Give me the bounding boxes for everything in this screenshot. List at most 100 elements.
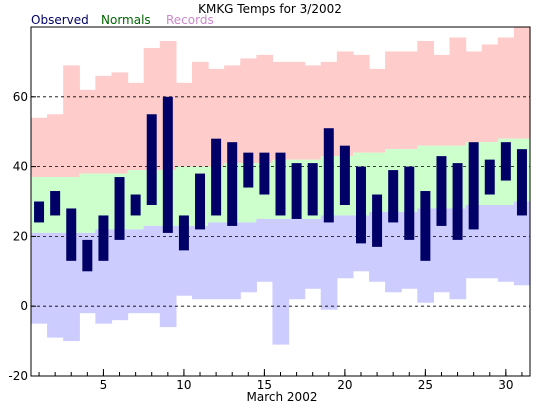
record-high-band-day-10	[175, 82, 193, 167]
record-low-band-day-6	[111, 229, 129, 321]
record-high-band-day-17	[288, 61, 306, 160]
record-high-band-day-22	[369, 68, 386, 153]
record-high-band-day-23	[385, 51, 402, 150]
record-high-band-day-1	[31, 117, 48, 178]
record-high-band-day-13	[224, 65, 241, 164]
record-high-band-day-15	[256, 54, 274, 164]
observed-bar-day-20	[339, 145, 350, 205]
record-low-band-day-2	[47, 232, 64, 338]
observed-bar-day-13	[227, 142, 238, 226]
record-low-band-day-7	[127, 229, 145, 314]
record-high-band-day-29	[481, 44, 499, 143]
y-tick-label--20: -20	[8, 369, 28, 383]
record-low-band-day-26	[433, 208, 451, 293]
record-high-band-day-28	[465, 51, 483, 143]
x-tick-label-20: 20	[337, 378, 352, 392]
record-high-band-day-6	[111, 72, 129, 174]
record-low-band-day-12	[208, 222, 225, 300]
record-high-band-day-5	[95, 75, 113, 174]
record-low-band-day-16	[272, 218, 290, 345]
observed-bar-day-4	[82, 239, 93, 272]
observed-bar-day-8	[146, 114, 157, 205]
observed-bar-day-29	[484, 159, 495, 195]
observed-bar-day-22	[372, 194, 383, 247]
record-high-band-day-24	[401, 51, 418, 150]
record-low-band-day-14	[240, 222, 257, 293]
record-low-band-day-31	[513, 201, 531, 286]
y-tick-label-60: 60	[13, 90, 28, 104]
x-tick-label-10: 10	[176, 378, 191, 392]
record-high-band-day-7	[127, 82, 145, 171]
y-tick-label-20: 20	[13, 229, 28, 243]
record-low-band-day-23	[385, 211, 402, 293]
record-high-band-day-31	[513, 27, 531, 139]
record-high-band-day-11	[191, 61, 209, 167]
record-low-band-day-17	[288, 218, 306, 300]
observed-bar-day-5	[98, 215, 109, 261]
observed-bar-day-24	[404, 166, 415, 240]
normal-band-day-4	[79, 173, 96, 233]
record-low-band-day-13	[224, 222, 241, 300]
observed-bar-day-23	[388, 170, 399, 223]
observed-bar-day-15	[259, 152, 270, 195]
x-tick-label-5: 5	[100, 378, 108, 392]
record-high-band-day-26	[433, 54, 451, 146]
record-high-band-day-14	[240, 58, 257, 164]
legend-observed: Observed	[31, 13, 89, 27]
record-low-band-day-9	[159, 225, 177, 328]
observed-bar-day-18	[307, 163, 318, 216]
observed-bar-day-1	[34, 201, 45, 223]
plot-area: -20 0 20 40 60 5 10 15 20 25 30	[8, 26, 531, 392]
x-tick-label-25: 25	[418, 378, 433, 392]
record-high-band-day-4	[79, 89, 96, 174]
observed-bar-day-27	[452, 163, 463, 240]
observed-bar-day-10	[178, 215, 189, 251]
legend: Observed Normals Records	[31, 13, 214, 27]
normal-band-day-10	[175, 166, 193, 226]
record-low-band-day-15	[256, 218, 274, 282]
chart-title: KMKG Temps for 3/2002	[198, 2, 342, 16]
observed-bar-day-6	[114, 177, 125, 240]
record-low-band-day-29	[481, 204, 499, 279]
record-low-band-day-30	[497, 204, 515, 282]
observed-bar-day-14	[243, 152, 254, 188]
record-high-band-day-30	[497, 37, 515, 139]
observed-bar-day-31	[516, 149, 527, 216]
record-low-band-day-1	[31, 232, 48, 324]
record-low-band-day-11	[191, 225, 209, 300]
observed-bar-day-2	[50, 191, 61, 216]
legend-records: Records	[166, 13, 214, 27]
x-axis-label: March 2002	[247, 390, 318, 404]
record-high-band-day-3	[63, 65, 80, 178]
normal-band-day-5	[95, 173, 113, 230]
observed-bar-day-16	[275, 152, 286, 216]
observed-bar-day-19	[323, 128, 334, 223]
observed-bar-day-30	[500, 142, 511, 181]
record-high-band-day-27	[449, 37, 467, 146]
observed-bar-day-28	[468, 142, 479, 230]
y-tick-label-40: 40	[13, 160, 28, 174]
observed-bar-day-3	[66, 208, 77, 261]
record-high-band-day-2	[47, 114, 64, 178]
record-high-band-day-16	[272, 61, 290, 160]
observed-bar-day-9	[162, 96, 173, 233]
x-tick-label-30: 30	[498, 378, 513, 392]
record-low-band-day-18	[304, 218, 322, 289]
observed-bar-day-17	[291, 163, 302, 219]
legend-normals: Normals	[101, 13, 151, 27]
record-high-band-day-20	[336, 51, 354, 157]
record-low-band-day-8	[143, 225, 161, 314]
observed-bar-day-21	[355, 166, 366, 244]
record-high-band-day-21	[352, 54, 370, 153]
observed-bar-day-12	[211, 138, 222, 216]
record-high-band-day-18	[304, 65, 322, 160]
record-high-band-day-25	[417, 40, 435, 146]
observed-bar-day-25	[420, 191, 431, 261]
observed-bar-day-26	[436, 156, 447, 226]
record-low-band-day-19	[320, 215, 338, 310]
x-tick-label-15: 15	[257, 378, 272, 392]
y-tick-label-0: 0	[20, 299, 28, 313]
record-low-band-day-20	[336, 215, 354, 279]
observed-bar-day-11	[195, 173, 206, 230]
